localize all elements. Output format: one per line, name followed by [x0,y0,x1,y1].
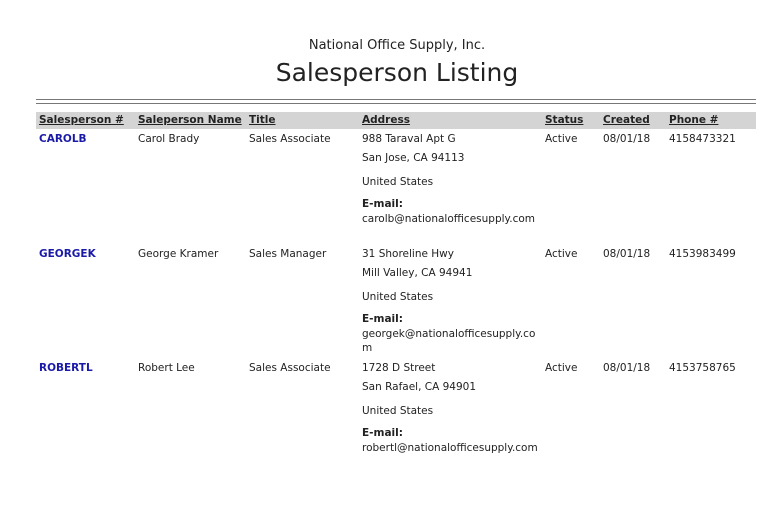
status: Active [545,133,578,145]
salesperson-title: Sales Associate [249,362,331,374]
salesperson-id-link[interactable]: CAROLB [39,133,87,145]
column-header-phone[interactable]: Phone # [669,114,719,126]
address-country: United States [362,405,434,417]
salesperson-id-link[interactable]: ROBERTL [39,362,93,374]
divider [36,99,756,100]
email-label: E-mail: [362,427,403,439]
phone: 4153983499 [669,248,736,260]
address-line2: San Rafael, CA 94901 [362,381,477,393]
salesperson-name: George Kramer [138,248,219,260]
email-label: E-mail: [362,198,403,210]
column-header-status[interactable]: Status [545,114,584,126]
phone: 4158473321 [669,133,736,145]
salesperson-id-link[interactable]: GEORGEK [39,248,96,260]
salesperson-title: Sales Manager [249,248,327,260]
address-line1: 988 Taraval Apt G [362,133,456,145]
address-line1: 31 Shoreline Hwy [362,248,454,260]
column-header-salesperson-name[interactable]: Saleperson Name [138,114,242,126]
address-country: United States [362,176,434,188]
column-header-salesperson-id[interactable]: Salesperson # [39,114,124,126]
address-line2: Mill Valley, CA 94941 [362,267,473,279]
email-label: E-mail: [362,313,403,325]
column-header-created[interactable]: Created [603,114,650,126]
address-line2: San Jose, CA 94113 [362,152,465,164]
email: georgek@nationalofficesupply.com [362,328,536,354]
salesperson-name: Carol Brady [138,133,200,145]
created-date: 08/01/18 [603,362,651,374]
status: Active [545,248,578,260]
status: Active [545,362,578,374]
address: 988 Taraval Apt G San Jose, CA 94113 Uni… [362,133,540,226]
salesperson-name: Robert Lee [138,362,195,374]
email: carolb@nationalofficesupply.com [362,213,536,225]
phone: 4153758765 [669,362,736,374]
address: 1728 D Street San Rafael, CA 94901 Unite… [362,362,540,455]
salesperson-title: Sales Associate [249,133,331,145]
table-header [36,112,756,129]
divider [36,103,756,104]
company-name: National Office Supply, Inc. [308,38,486,53]
email: robertl@nationalofficesupply.com [362,442,538,454]
created-date: 08/01/18 [603,133,651,145]
column-header-title[interactable]: Title [249,114,276,126]
address-country: United States [362,291,434,303]
report-title: Salesperson Listing [275,58,519,87]
created-date: 08/01/18 [603,248,651,260]
address-line1: 1728 D Street [362,362,436,374]
address: 31 Shoreline Hwy Mill Valley, CA 94941 U… [362,248,540,355]
column-header-address[interactable]: Address [362,114,410,126]
